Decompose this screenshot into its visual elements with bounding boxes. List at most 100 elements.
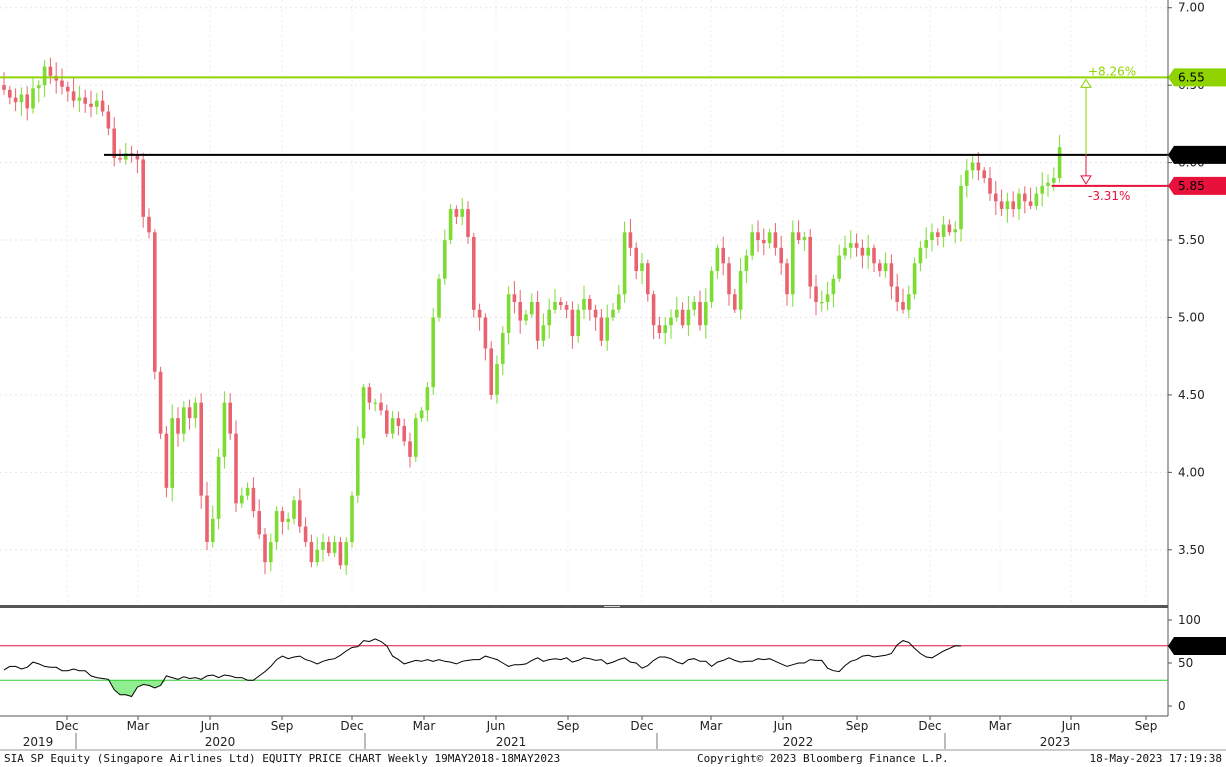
candle — [367, 383, 372, 410]
candle-body — [912, 263, 917, 295]
candle — [773, 223, 778, 256]
candle-body — [431, 317, 435, 388]
candle-body — [477, 309, 482, 318]
candle-body — [327, 542, 331, 553]
candle-body — [588, 298, 592, 310]
candle — [918, 241, 923, 272]
year-label: 2022 — [783, 735, 814, 749]
candle-body — [280, 511, 285, 522]
candle — [535, 290, 540, 350]
candle-body — [367, 387, 372, 403]
candle — [13, 88, 18, 112]
pane-divider-bar — [0, 605, 1168, 608]
candle-body — [25, 94, 29, 109]
candle — [37, 80, 41, 103]
candle — [385, 404, 389, 438]
candle — [582, 285, 586, 320]
x-tick-label: Jun — [200, 719, 220, 733]
candle-body — [211, 518, 215, 543]
lower-target-badge: 5.85 — [1168, 176, 1226, 195]
candle — [518, 290, 522, 334]
x-tick-label: Mar — [127, 719, 150, 733]
y-tick-label: 4.50 — [1178, 388, 1205, 402]
candle-body — [495, 363, 499, 395]
candle — [825, 281, 830, 311]
candle-body — [77, 97, 82, 101]
candle-body — [216, 456, 221, 519]
candle — [738, 257, 743, 320]
candle — [924, 227, 928, 259]
candle-body — [460, 209, 464, 217]
candle-body — [999, 201, 1004, 210]
candle-body — [124, 153, 128, 160]
candle-body — [640, 263, 644, 272]
candle — [541, 313, 546, 347]
pane-divider[interactable] — [0, 605, 1168, 608]
candle — [617, 284, 621, 314]
candle — [553, 288, 557, 314]
candle-body — [112, 128, 116, 158]
x-tick-label: Jun — [773, 719, 793, 733]
candle-body — [164, 433, 169, 488]
candle-body — [936, 232, 940, 237]
candle-body — [924, 240, 928, 248]
candle — [912, 257, 917, 300]
y-tick-label: 5.00 — [1178, 310, 1205, 324]
candle-body — [849, 243, 853, 248]
upper-target-badge-shape — [1168, 68, 1226, 87]
candle — [785, 258, 789, 306]
candle — [489, 341, 493, 400]
candle — [414, 413, 418, 462]
candle-body — [738, 271, 743, 310]
candle-body — [907, 294, 911, 310]
candle-body — [1023, 193, 1027, 202]
candle-body — [170, 418, 174, 488]
candle — [970, 154, 975, 179]
candle-body — [373, 402, 377, 404]
candle-body — [1005, 201, 1010, 210]
candle — [1011, 191, 1015, 218]
rsi-tick-label: 0 — [1178, 699, 1186, 713]
upper-target-badge: 6.55 — [1168, 68, 1226, 87]
candle — [506, 286, 511, 345]
candle — [19, 87, 24, 116]
candle-body — [1034, 193, 1039, 206]
candle — [193, 397, 198, 428]
candle — [356, 426, 360, 503]
candle-body — [402, 425, 406, 442]
candle-body — [106, 111, 111, 129]
price-grid — [0, 0, 1168, 604]
candle — [1040, 172, 1044, 207]
candle — [234, 420, 238, 513]
candle-body — [501, 332, 505, 364]
candle-body — [153, 232, 157, 372]
candle-body — [454, 209, 459, 217]
candle — [286, 512, 290, 531]
candle-body — [785, 263, 789, 295]
candle — [350, 491, 354, 548]
candle — [878, 259, 882, 277]
y-tick-label: 5.50 — [1178, 233, 1205, 247]
candle — [959, 174, 963, 242]
candle — [640, 253, 644, 285]
candle-body — [141, 159, 145, 217]
candle-body — [42, 66, 47, 86]
candle-body — [83, 97, 87, 104]
candle-body — [663, 325, 667, 333]
candle-body — [744, 255, 749, 272]
candle — [814, 275, 818, 316]
candle — [1046, 174, 1050, 197]
candle — [1028, 187, 1033, 210]
candle-body — [593, 309, 598, 318]
candle-body — [878, 263, 882, 272]
candle-body — [269, 542, 273, 563]
rsi-value-badge-shape — [1168, 636, 1226, 655]
candle-body — [959, 185, 963, 230]
candle — [361, 383, 366, 445]
candle — [530, 293, 534, 319]
candle-body — [1028, 201, 1033, 206]
last-price-badge: 6.05 — [1168, 145, 1226, 164]
candle-body — [547, 309, 551, 326]
candle-body — [356, 438, 360, 496]
candle — [60, 68, 64, 95]
